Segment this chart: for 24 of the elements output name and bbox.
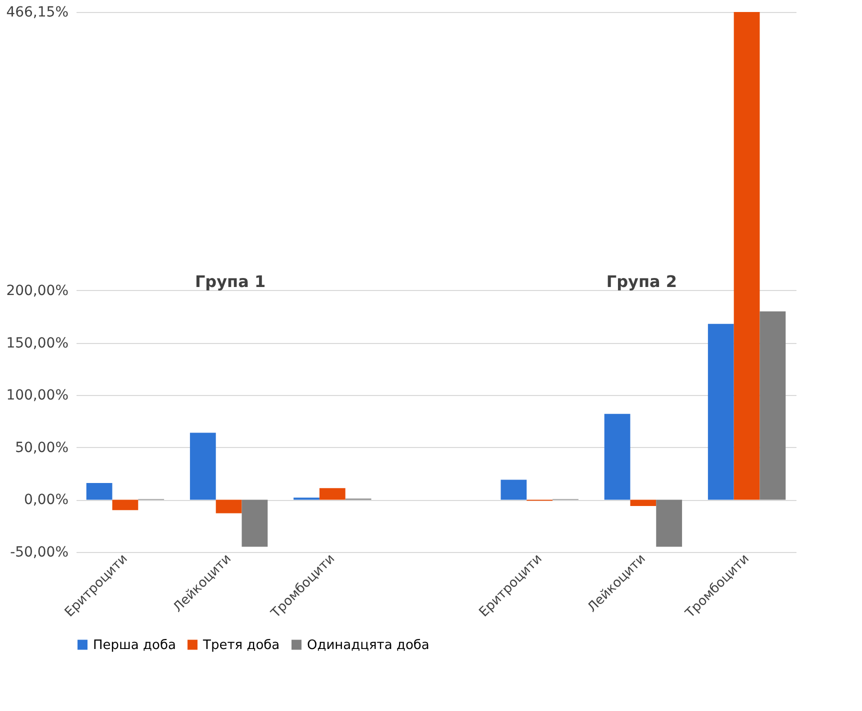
y-tick-label: 0,00% bbox=[24, 492, 68, 508]
bar bbox=[319, 488, 346, 500]
bar bbox=[760, 311, 786, 500]
y-tick-label: 50,00% bbox=[15, 440, 68, 456]
bar bbox=[216, 500, 242, 514]
bar bbox=[604, 414, 630, 500]
bar bbox=[112, 500, 138, 510]
bar bbox=[86, 482, 112, 500]
y-tick-label: 150,00% bbox=[6, 335, 68, 352]
legend-label: Одинадцята доба bbox=[307, 638, 430, 653]
annotation: Група 1 bbox=[194, 272, 266, 291]
legend-label: Перша доба bbox=[93, 638, 176, 653]
bar bbox=[656, 500, 682, 547]
bar bbox=[190, 432, 216, 500]
legend-label: Третя доба bbox=[202, 638, 280, 653]
y-tick-label: 200,00% bbox=[6, 282, 68, 299]
bar bbox=[734, 12, 760, 500]
annotation: Група 2 bbox=[606, 272, 678, 291]
bar bbox=[500, 480, 527, 500]
bar bbox=[242, 500, 268, 547]
y-tick-label: 100,00% bbox=[6, 388, 68, 404]
bar bbox=[630, 500, 656, 506]
bar bbox=[708, 324, 734, 500]
y-tick-label: 466,15% bbox=[6, 4, 68, 20]
